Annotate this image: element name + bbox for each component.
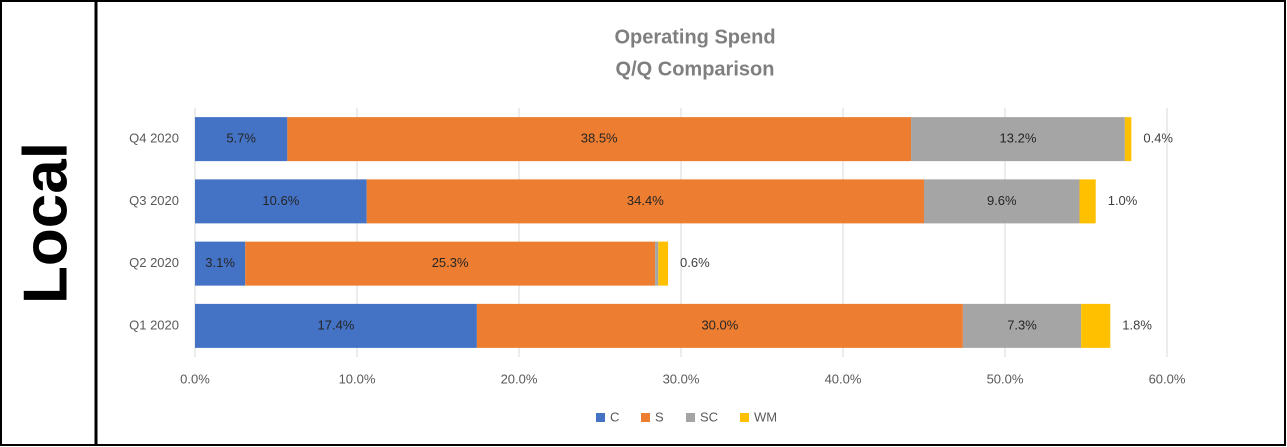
legend-swatch xyxy=(740,413,749,422)
bar-segment xyxy=(962,303,1082,348)
y-tick-label: Q3 2020 xyxy=(129,193,179,208)
bar-segment xyxy=(655,241,659,286)
data-label: 7.3% xyxy=(1007,317,1037,332)
bar-segment xyxy=(195,303,477,348)
bar-segment xyxy=(195,117,288,162)
legend-label: C xyxy=(610,409,619,424)
x-tick-label: 20.0% xyxy=(501,371,538,386)
legend-swatch xyxy=(641,413,650,422)
legend-label: SC xyxy=(700,409,718,424)
legend-label: S xyxy=(655,409,664,424)
bar-segment xyxy=(1124,117,1132,162)
data-label: 1.0% xyxy=(1108,193,1138,208)
data-label: 38.5% xyxy=(581,131,618,146)
data-label: 30.0% xyxy=(701,317,738,332)
data-label: 0.4% xyxy=(1143,131,1173,146)
bar-segment xyxy=(245,241,656,286)
bar-segment xyxy=(195,179,367,224)
data-label: 0.6% xyxy=(680,255,710,270)
bar-segment xyxy=(1081,303,1111,348)
legend-label: WM xyxy=(754,409,777,424)
panel-label: Local xyxy=(11,142,80,304)
x-tick-label: 10.0% xyxy=(339,371,376,386)
chart-subtitle: Q/Q Comparison xyxy=(616,58,775,80)
data-label: 5.7% xyxy=(226,131,256,146)
x-tick-label: 30.0% xyxy=(663,371,700,386)
bar-segment xyxy=(195,241,246,286)
bar-segment xyxy=(476,303,963,348)
data-label: 1.8% xyxy=(1122,317,1152,332)
legend-swatch xyxy=(686,413,695,422)
legend-swatch xyxy=(596,413,605,422)
data-label: 25.3% xyxy=(432,255,469,270)
data-label: 17.4% xyxy=(318,317,355,332)
bar-segment xyxy=(911,117,1125,162)
bar-segment xyxy=(658,241,669,286)
y-tick-label: Q2 2020 xyxy=(129,255,179,270)
data-label: 3.1% xyxy=(205,255,235,270)
data-label: 13.2% xyxy=(1000,131,1037,146)
bar-segment xyxy=(1079,179,1096,224)
x-tick-label: 60.0% xyxy=(1149,371,1186,386)
x-tick-label: 0.0% xyxy=(180,371,210,386)
data-label: 9.6% xyxy=(987,193,1017,208)
data-label: 34.4% xyxy=(627,193,664,208)
y-tick-label: Q4 2020 xyxy=(129,131,179,146)
data-label: 10.6% xyxy=(262,193,299,208)
bar-segment xyxy=(924,179,1080,224)
x-tick-label: 40.0% xyxy=(825,371,862,386)
bar-segment xyxy=(366,179,925,224)
y-tick-label: Q1 2020 xyxy=(129,317,179,332)
chart-title: Operating Spend xyxy=(614,26,775,48)
bar-segment xyxy=(287,117,912,162)
x-tick-label: 50.0% xyxy=(987,371,1024,386)
